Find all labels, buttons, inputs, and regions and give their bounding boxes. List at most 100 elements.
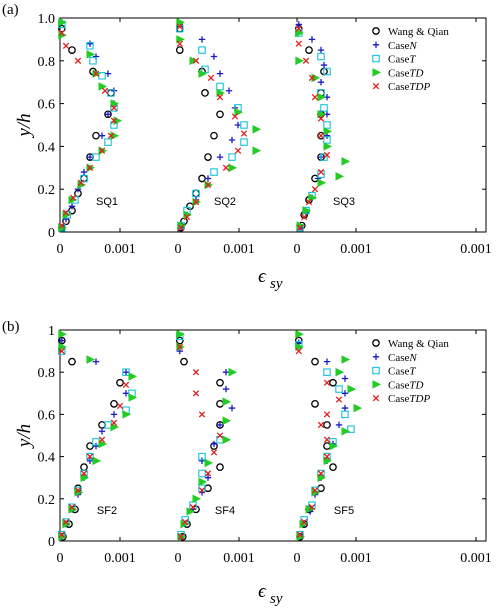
point-wang	[192, 189, 200, 198]
x-tick-label: 0.001	[340, 242, 372, 257]
point-tdp	[62, 209, 70, 216]
point-tdp	[177, 533, 185, 540]
subplot-sq3: SQ3	[294, 21, 355, 232]
point-tdp	[323, 436, 331, 443]
y-tick-label: 0.8	[38, 55, 56, 70]
point-tdp	[234, 147, 242, 154]
legend-marker-n	[372, 353, 380, 360]
point-wang	[86, 442, 94, 450]
point-td	[341, 157, 351, 166]
panel-b: (b) 0 0.2 0.4 0.6 0.8 1 0 0.001 0 0.001 0 0.001 0.001…	[2, 319, 492, 607]
point-n	[225, 87, 233, 94]
point-td	[335, 172, 345, 181]
point-td	[192, 494, 202, 504]
point-tdp	[92, 70, 100, 77]
point-tdp	[216, 94, 224, 101]
point-t	[89, 57, 97, 65]
point-tdp	[192, 390, 200, 397]
point-t	[201, 65, 209, 74]
point-n	[104, 111, 112, 118]
case-label: SF5	[334, 505, 354, 517]
point-n	[104, 70, 112, 77]
point-tdp	[317, 421, 325, 429]
point-td	[329, 441, 339, 451]
point-wang	[116, 378, 124, 387]
point-t	[320, 104, 328, 112]
point-wang	[175, 336, 184, 345]
point-tdp	[110, 419, 118, 427]
point-tdp	[317, 115, 325, 122]
point-t	[335, 385, 343, 393]
point-tdp	[210, 449, 218, 456]
point-n	[323, 358, 331, 365]
x-axis-title: ϵ	[258, 581, 267, 602]
point-td	[128, 372, 138, 381]
point-td	[323, 142, 333, 151]
point-tdp	[86, 453, 94, 460]
point-tdp	[323, 411, 331, 418]
point-td	[176, 35, 185, 44]
point-wang	[204, 153, 212, 161]
point-tdp	[183, 213, 191, 221]
case-label: SQ1	[96, 196, 118, 208]
point-tdp	[98, 147, 106, 154]
point-t	[122, 368, 130, 376]
point-tdp	[323, 453, 331, 460]
point-tdp	[122, 381, 130, 389]
point-n	[58, 337, 65, 344]
point-tdp	[311, 487, 319, 494]
y-tick-label: 0.2	[38, 183, 56, 198]
point-tdp	[77, 179, 85, 186]
legend-entry-td: CaseTD	[388, 379, 424, 391]
subplot-sq2: SQ2	[175, 17, 262, 232]
case-label: SQ3	[333, 196, 355, 208]
point-tdp	[58, 29, 65, 37]
point-wang	[329, 378, 337, 387]
case-label: SQ2	[214, 196, 236, 208]
point-tdp	[222, 164, 230, 171]
legend-marker-t	[372, 366, 380, 375]
plot-frame	[59, 17, 487, 233]
x-tick-label: 0.001	[460, 242, 492, 257]
x-tick-label: 0.001	[340, 551, 372, 566]
point-tdp	[74, 487, 82, 494]
point-td	[317, 110, 327, 119]
point-n	[204, 175, 212, 182]
legend-entry-td: CaseTD	[388, 67, 424, 79]
point-td	[295, 342, 304, 352]
point-wang	[80, 174, 88, 183]
point-wang	[216, 463, 224, 471]
subplot-sf4: SF4	[175, 329, 238, 542]
x-axis-title-subscript: sy	[270, 276, 283, 292]
point-wang	[110, 399, 118, 408]
x-tick-label: 0	[175, 551, 182, 566]
point-t	[323, 67, 331, 76]
point-td	[323, 456, 333, 466]
point-n	[341, 375, 349, 382]
point-wang	[216, 378, 224, 387]
point-t	[323, 136, 331, 144]
point-t	[92, 153, 100, 161]
point-tdp	[240, 130, 248, 137]
point-tdp	[323, 379, 331, 386]
point-td	[347, 384, 357, 394]
point-wang	[68, 357, 76, 366]
point-td	[198, 477, 208, 487]
point-t	[192, 189, 200, 198]
point-tdp	[305, 198, 313, 206]
subplot-sq1: SQ1	[57, 17, 123, 233]
point-td	[128, 393, 138, 402]
point-tdp	[296, 531, 304, 538]
point-tdp	[58, 347, 65, 355]
legend-marker-t	[372, 54, 380, 63]
point-td	[122, 410, 132, 419]
point-tdp	[308, 504, 316, 511]
point-tdp	[335, 396, 343, 403]
x-axis-title-subscript: sy	[270, 591, 283, 607]
point-tdp	[198, 411, 206, 418]
panel-a: (a) 0 0.2 0.4 0.6 0.8 1.0 0 0.001 0 0.001 0 0.001 0.0…	[2, 2, 492, 292]
y-tick-label: 0.2	[38, 493, 56, 508]
point-td	[58, 342, 67, 352]
point-wang	[305, 46, 313, 54]
point-wang	[201, 89, 209, 97]
